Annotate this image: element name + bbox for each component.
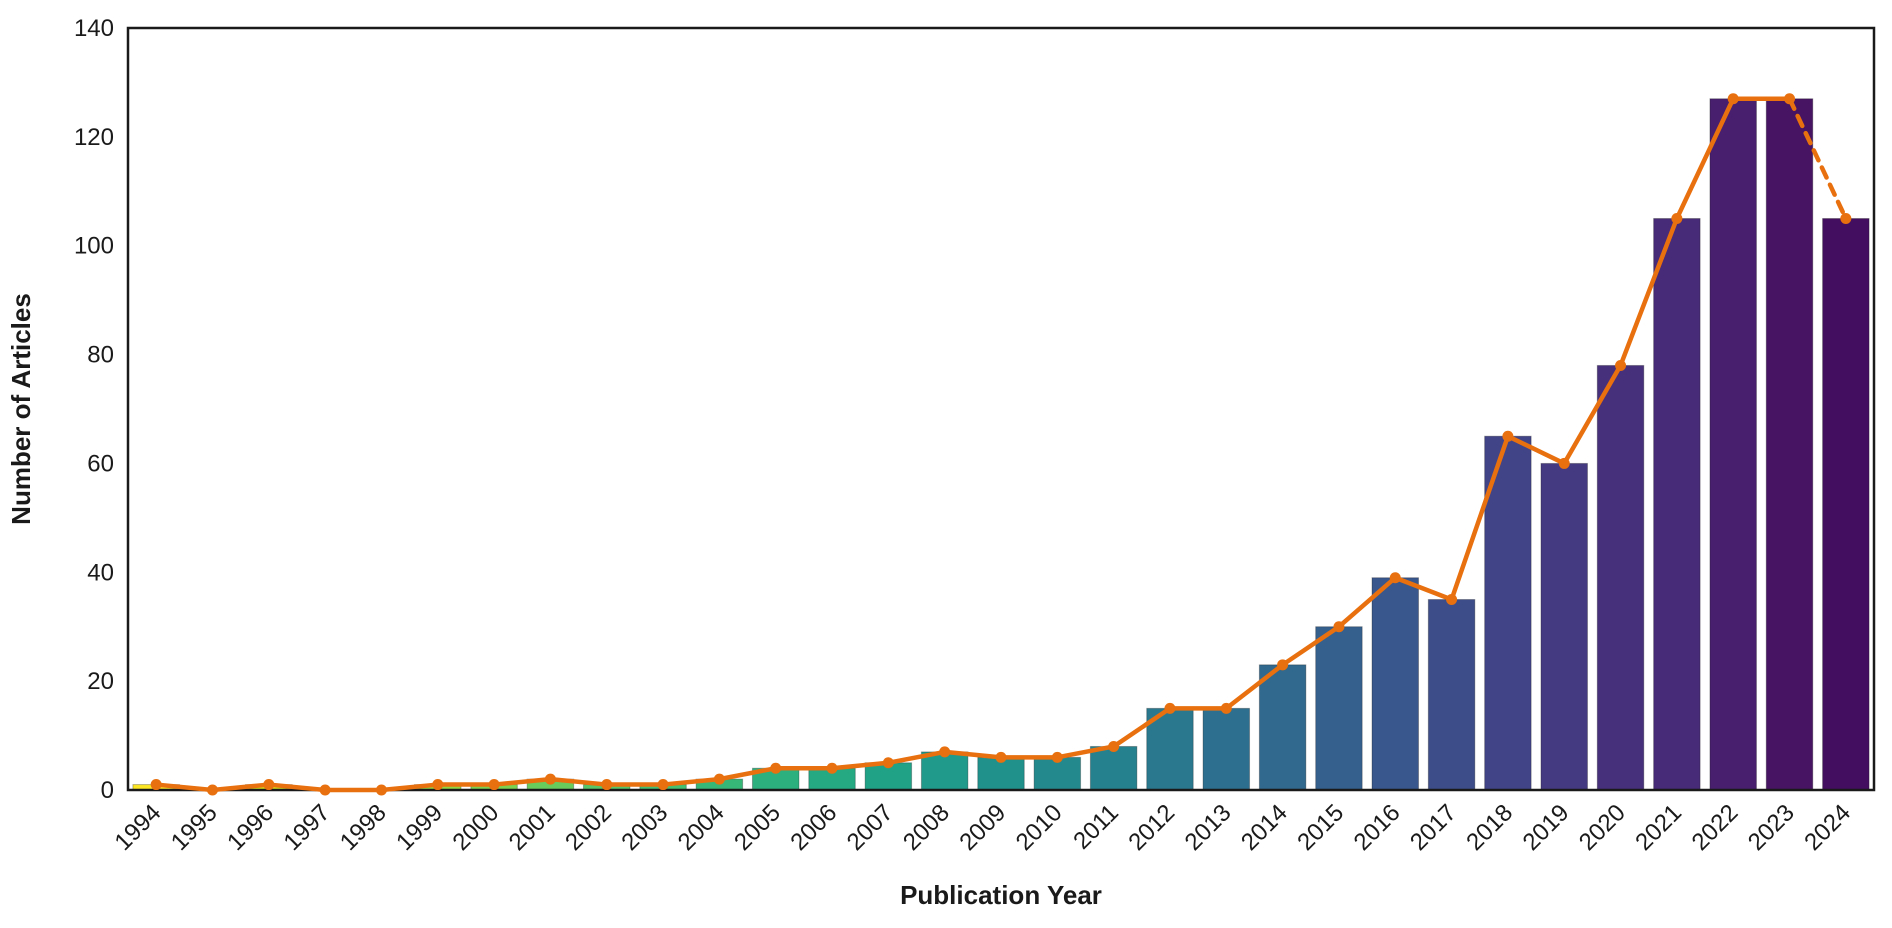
data-point-marker xyxy=(601,779,613,791)
x-tick-label: 2010 xyxy=(1011,799,1068,856)
data-point-marker xyxy=(826,762,838,774)
data-point-marker xyxy=(1164,702,1176,714)
x-tick-label: 2000 xyxy=(447,799,504,856)
y-tick-label: 120 xyxy=(74,124,114,151)
bar xyxy=(920,751,969,791)
data-point-marker xyxy=(1220,702,1232,714)
data-point-marker xyxy=(939,746,951,758)
x-tick-label: 2009 xyxy=(954,799,1011,856)
x-tick-label: 2007 xyxy=(842,799,899,856)
articles-trend-line xyxy=(153,96,1792,793)
data-point-marker xyxy=(1108,740,1120,752)
data-point-marker xyxy=(1558,457,1570,469)
x-tick-label: 2016 xyxy=(1349,799,1406,856)
x-tick-label: 2022 xyxy=(1687,799,1744,856)
data-point-marker xyxy=(1840,213,1852,224)
bar xyxy=(1427,599,1476,791)
x-tick-label: 2014 xyxy=(1236,799,1293,856)
data-point-marker xyxy=(1784,93,1796,105)
bar xyxy=(1540,462,1588,791)
data-point-marker xyxy=(1277,659,1289,671)
data-point-marker xyxy=(488,779,500,791)
data-point-marker xyxy=(1446,594,1458,605)
bar xyxy=(1653,218,1701,791)
x-tick-label: 2005 xyxy=(729,799,786,856)
x-tick-label: 2020 xyxy=(1574,799,1631,856)
x-tick-label: 2001 xyxy=(504,799,561,856)
x-tick-label: 2003 xyxy=(616,799,673,856)
data-point-marker xyxy=(882,757,894,769)
data-point-marker xyxy=(1671,213,1683,224)
x-tick-label: 1994 xyxy=(110,799,167,856)
plot-area: 0 20 40 60 80 100 120 140 1994 1995 1996 1997 1998 19… xyxy=(74,15,1876,856)
y-tick-label: 60 xyxy=(87,450,114,477)
y-tick-label: 100 xyxy=(74,233,114,260)
data-point-marker xyxy=(206,784,218,796)
y-tick-label: 40 xyxy=(87,559,114,586)
x-tick-label: 2006 xyxy=(785,799,842,856)
data-point-marker xyxy=(1502,430,1514,442)
data-point-marker xyxy=(319,784,331,796)
data-point-marker xyxy=(995,751,1007,763)
data-point-marker xyxy=(544,773,556,785)
plot-frame xyxy=(126,26,1876,792)
x-tick-label: 1995 xyxy=(166,799,223,856)
data-point-marker xyxy=(1051,751,1063,763)
y-tick-label: 0 xyxy=(101,777,114,804)
bar xyxy=(1315,626,1363,791)
data-point-marker xyxy=(150,779,162,791)
bar xyxy=(1822,218,1870,791)
x-tick-label: 2008 xyxy=(898,799,955,856)
data-point-marker xyxy=(432,779,444,791)
bar xyxy=(1202,707,1251,791)
data-point-marker xyxy=(1389,572,1401,584)
articles-trend-line-dashed xyxy=(1787,96,1849,221)
y-tick-label: 140 xyxy=(74,15,114,42)
x-tick-label: 2004 xyxy=(673,799,730,856)
x-tick-label: 2024 xyxy=(1799,799,1856,856)
x-tick-label: 1999 xyxy=(391,799,448,856)
data-point-marker xyxy=(770,762,782,774)
x-tick-label: 2018 xyxy=(1461,799,1518,856)
bar xyxy=(1596,364,1645,791)
bar xyxy=(1089,745,1138,791)
x-tick-label: 2023 xyxy=(1743,799,1800,856)
y-tick-label: 20 xyxy=(87,668,114,695)
x-tick-label: 1998 xyxy=(335,799,392,856)
data-point-marker xyxy=(657,779,669,791)
x-tick-label: 2002 xyxy=(560,799,617,856)
x-tick-label: 2017 xyxy=(1405,799,1462,856)
bar xyxy=(1371,577,1420,791)
data-point-marker xyxy=(713,773,725,785)
x-axis-title: Publication Year xyxy=(900,880,1102,910)
x-tick-label: 2021 xyxy=(1630,799,1687,856)
data-point-marker xyxy=(263,779,275,791)
bar xyxy=(1709,98,1757,791)
data-point-marker xyxy=(375,784,387,796)
data-point-marker xyxy=(1727,93,1739,105)
x-tick-label: 2015 xyxy=(1292,799,1349,856)
bar xyxy=(1765,98,1814,791)
y-axis-title: Number of Articles xyxy=(6,293,36,525)
x-tick-label: 1997 xyxy=(279,799,336,856)
y-tick-label: 80 xyxy=(87,342,114,369)
x-tick-label: 2019 xyxy=(1518,799,1575,856)
x-tick-label: 1996 xyxy=(222,799,279,856)
data-point-marker xyxy=(1333,621,1345,633)
x-tick-label: 2012 xyxy=(1123,799,1180,856)
x-tick-label: 2013 xyxy=(1180,799,1237,856)
x-tick-label: 2011 xyxy=(1068,799,1124,855)
data-point-marker xyxy=(1615,359,1627,371)
bar xyxy=(1258,664,1307,791)
